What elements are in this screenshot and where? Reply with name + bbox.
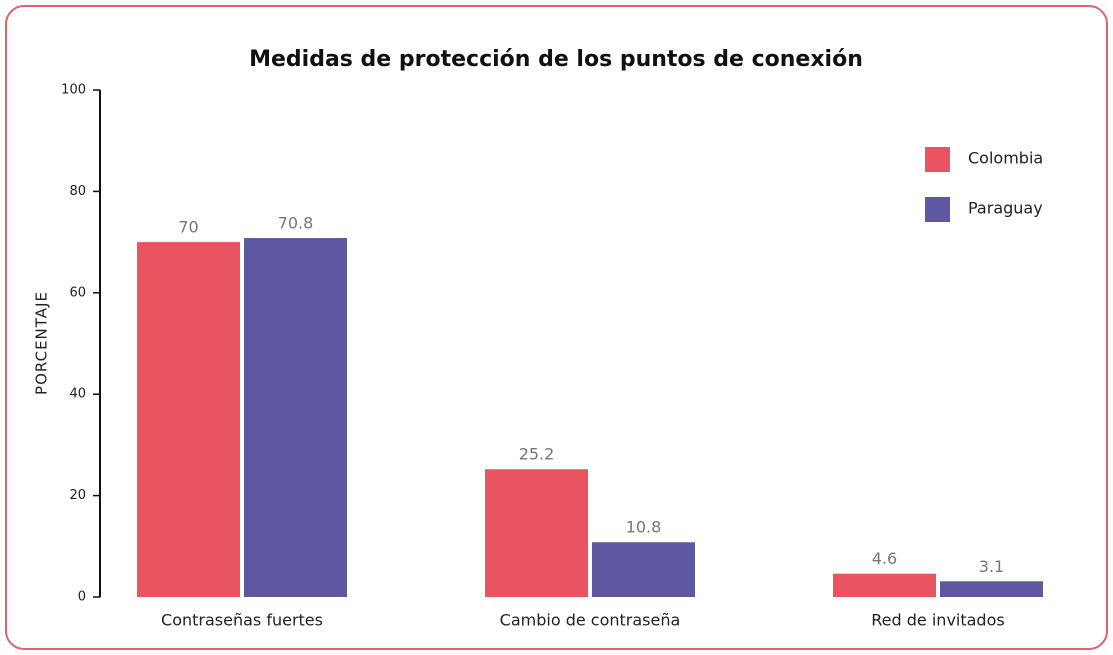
bar — [940, 581, 1043, 597]
y-tick-label: 40 — [69, 387, 86, 402]
value-label: 25.2 — [519, 445, 555, 464]
legend-label: Colombia — [968, 149, 1043, 168]
bar — [592, 542, 695, 597]
value-label: 70 — [178, 218, 198, 237]
value-label: 70.8 — [278, 214, 314, 233]
y-tick-label: 20 — [69, 488, 86, 503]
value-label: 10.8 — [626, 518, 662, 537]
y-tick-label: 60 — [69, 285, 86, 300]
chart-title: Medidas de protección de los puntos de c… — [249, 47, 863, 72]
x-tick-label: Cambio de contraseña — [500, 611, 681, 630]
legend-label: Paraguay — [968, 199, 1043, 218]
bar — [137, 242, 240, 597]
y-tick-label: 80 — [69, 184, 86, 199]
legend-swatch — [925, 197, 950, 222]
bar — [485, 469, 588, 597]
legend-swatch — [925, 147, 950, 172]
bar — [833, 573, 936, 597]
x-tick-label: Contraseñas fuertes — [161, 611, 323, 630]
value-label: 4.6 — [872, 549, 897, 568]
y-tick-label: 0 — [78, 590, 86, 605]
value-label: 3.1 — [979, 557, 1004, 576]
y-tick-label: 100 — [61, 83, 86, 98]
x-tick-label: Red de invitados — [871, 611, 1004, 630]
y-axis-label: PORCENTAJE — [33, 291, 51, 395]
bar — [244, 238, 347, 597]
